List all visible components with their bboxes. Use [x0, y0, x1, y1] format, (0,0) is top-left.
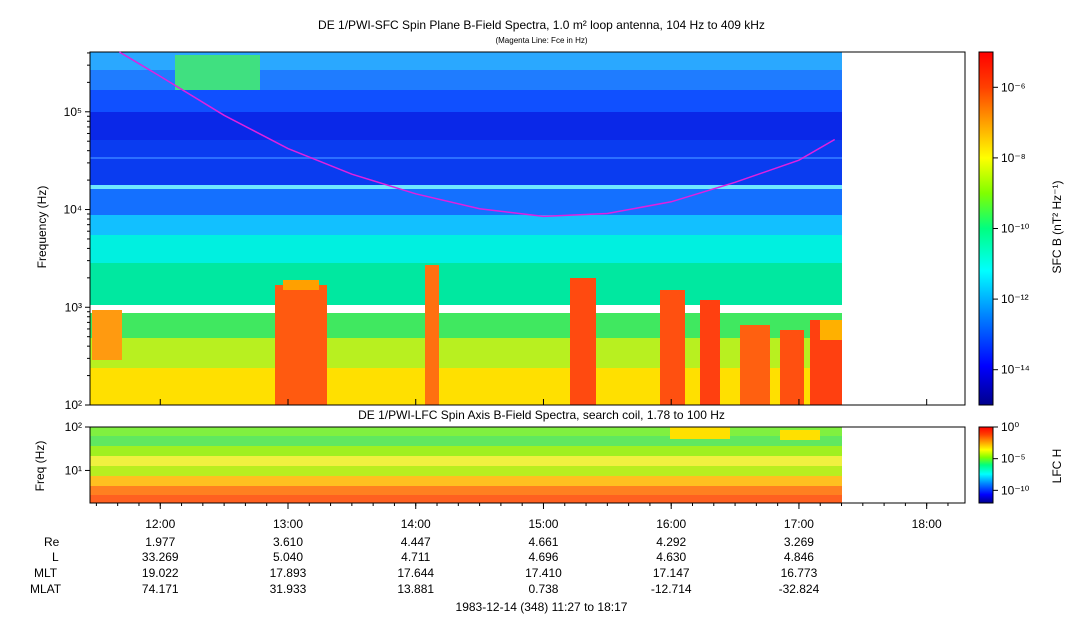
upper-y-tick-label: 10² [65, 398, 82, 412]
upper-y-axis-label: Frequency (Hz) [35, 185, 49, 269]
upper-spectrogram: 10² 10³ 10⁴ 10⁵ [63, 51, 966, 412]
x-tick-label: 15:00 [528, 517, 558, 531]
colorbar-tick-label: 10⁻⁸ [1001, 151, 1026, 165]
ephemeris-value: 3.610 [272, 535, 303, 549]
colorbar-tick-label: 10⁻⁶ [1001, 80, 1026, 94]
upper-colorbar-ticks: 10⁻⁶ 10⁻⁸ 10⁻¹⁰ 10⁻¹² 10⁻¹⁴ [993, 80, 1030, 377]
ephemeris-value: 3.269 [783, 535, 814, 549]
x-tick-label: 14:00 [401, 517, 431, 531]
x-tick-label: 17:00 [784, 517, 814, 531]
x-tick-label: 13:00 [273, 517, 303, 531]
upper-y-tick-label: 10³ [65, 300, 82, 314]
upper-y-tick-label: 10⁴ [63, 203, 82, 217]
ephemeris-value: 4.846 [783, 550, 814, 564]
lower-colorbar [978, 426, 994, 504]
lower-y-axis-label: Freq (Hz) [33, 440, 47, 492]
ephemeris-value: 17.410 [525, 566, 562, 580]
ephemeris-label-l: L [52, 550, 59, 564]
ephemeris-value: 1.977 [145, 535, 176, 549]
colorbar-tick-label: 10⁰ [1001, 420, 1019, 434]
colorbar-tick-label: 10⁻¹² [1001, 292, 1029, 306]
upper-chart-subtitle: (Magenta Line: Fce in Hz) [495, 36, 588, 45]
ephemeris-value: 17.893 [269, 566, 307, 580]
upper-colorbar [978, 51, 994, 406]
ephemeris-value: 4.292 [656, 535, 687, 549]
ephemeris-value: 5.040 [272, 550, 303, 564]
x-tick-label: 18:00 [912, 517, 942, 531]
ephemeris-value: 31.933 [269, 582, 307, 596]
upper-colorbar-label: SFC B (nT² Hz⁻¹) [1050, 180, 1064, 274]
ephemeris-value: 4.630 [656, 550, 687, 564]
colorbar-tick-label: 10⁻⁵ [1001, 452, 1026, 466]
lower-y-tick-label: 10¹ [65, 463, 82, 477]
ephemeris-value: 4.711 [401, 550, 431, 564]
ephemeris-value: 16.773 [780, 566, 818, 580]
upper-y-ticks: 10² 10³ 10⁴ 10⁵ [63, 52, 90, 412]
ephemeris-value: 13.881 [397, 582, 435, 596]
colorbar-tick-label: 10⁻¹⁴ [1001, 363, 1030, 377]
ephemeris-value: 0.738 [528, 582, 559, 596]
time-range-footer: 1983-12-14 (348) 11:27 to 18:17 [455, 600, 628, 614]
x-axis: 12:00 13:00 14:00 15:00 16:00 17:00 18:00 [90, 399, 965, 531]
lower-spectrogram: 10¹ 10² [65, 420, 966, 504]
lower-chart-title: DE 1/PWI-LFC Spin Axis B-Field Spectra, … [358, 408, 725, 422]
colorbar-tick-label: 10⁻¹⁰ [1001, 222, 1030, 236]
ephemeris-value: 74.171 [141, 582, 179, 596]
ephemeris-label-re: Re [44, 535, 60, 549]
ephemeris-value: 4.447 [400, 535, 431, 549]
fce-line [119, 51, 836, 218]
ephemeris-value: 4.696 [528, 550, 559, 564]
ephemeris-value: -32.824 [778, 582, 820, 596]
lower-y-tick-label: 10² [65, 420, 82, 434]
upper-chart-title: DE 1/PWI-SFC Spin Plane B-Field Spectra,… [318, 18, 765, 32]
ephemeris-value: 19.022 [141, 566, 179, 580]
ephemeris-value: 4.661 [528, 535, 559, 549]
ephemeris-label-mlat: MLAT [30, 582, 62, 596]
ephemeris-value: -12.714 [650, 582, 692, 596]
x-tick-label: 12:00 [145, 517, 175, 531]
upper-y-tick-label: 10⁵ [64, 105, 82, 119]
x-tick-label: 16:00 [656, 517, 686, 531]
lower-y-ticks: 10¹ 10² [65, 420, 90, 477]
ephemeris-value: 17.147 [652, 566, 690, 580]
lower-colorbar-label: LFC H [1050, 448, 1064, 484]
ephemeris-value: 33.269 [141, 550, 179, 564]
ephemeris-label-mlt: MLT [34, 566, 58, 580]
lower-colorbar-ticks: 10⁰ 10⁻⁵ 10⁻¹⁰ [993, 420, 1030, 497]
ephemeris-value: 17.644 [397, 566, 435, 580]
colorbar-tick-label: 10⁻¹⁰ [1001, 483, 1030, 497]
